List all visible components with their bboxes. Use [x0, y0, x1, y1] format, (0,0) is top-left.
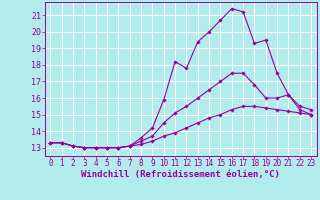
X-axis label: Windchill (Refroidissement éolien,°C): Windchill (Refroidissement éolien,°C) — [81, 170, 280, 179]
